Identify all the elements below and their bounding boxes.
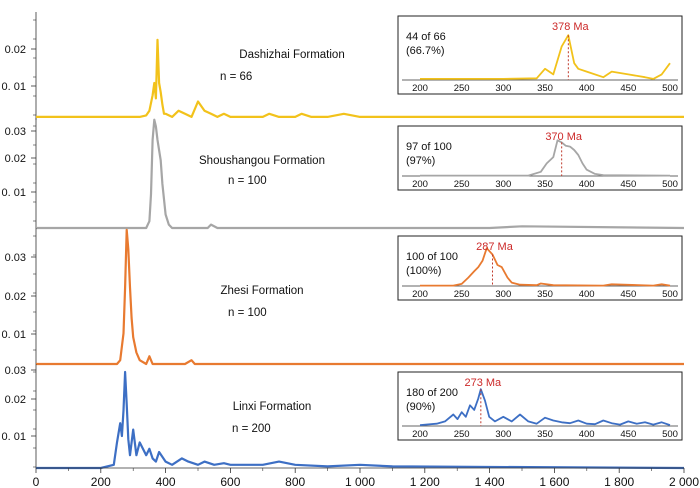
sample-size: n = 200 (232, 423, 271, 435)
inset-tick-label: 200 (412, 83, 428, 94)
inset-tick-label: 300 (495, 179, 511, 190)
inset-tick-label: 450 (620, 83, 636, 94)
inset-tick-label: 400 (579, 83, 595, 94)
grain-count: 44 of 66 (406, 31, 446, 43)
grain-percent: (90%) (406, 401, 435, 413)
inset-tick-label: 200 (412, 429, 428, 440)
y-tick-label: 0.03 (5, 365, 26, 377)
inset-frame (397, 15, 683, 95)
inset-frame (397, 235, 683, 301)
x-tick-label: 1 400 (475, 475, 505, 488)
inset-tick-label: 250 (454, 83, 470, 94)
inset-tick-label: 300 (495, 83, 511, 94)
inset-tick-label: 500 (662, 179, 678, 190)
inset-kde: 200 250 300 350 400 450 500 273 Ma 180 of 200 (90… (397, 371, 683, 441)
inset-tick-label: 250 (454, 179, 470, 190)
inset-tick-label: 350 (537, 83, 553, 94)
x-tick-label: 800 (285, 475, 305, 488)
x-tick-label: 1 200 (410, 475, 440, 488)
formation-name: Zhesi Formation (220, 285, 303, 297)
inset-kde: 200 250 300 350 400 450 500 287 Ma 100 of 100 (10… (397, 235, 683, 301)
peak-age-label: 273 Ma (464, 377, 502, 389)
formation-name: Linxi Formation (233, 401, 312, 413)
inset-tick-label: 500 (662, 83, 678, 94)
inset-curve (420, 139, 671, 177)
grain-count: 97 of 100 (406, 141, 452, 153)
sample-size: n = 100 (228, 175, 267, 187)
inset-tick-label: 450 (620, 179, 636, 190)
y-tick-label: 0. 01 (2, 81, 26, 93)
inset-tick-label: 400 (579, 179, 595, 190)
inset-tick-label: 400 (579, 289, 595, 300)
inset-tick-label: 450 (620, 429, 636, 440)
inset-curve (420, 34, 671, 80)
sample-size: n = 100 (228, 307, 267, 319)
inset-kde: 200 250 300 350 400 450 500 370 Ma 97 of 100 (97%… (397, 125, 683, 191)
inset-curve (420, 247, 671, 287)
series-curve (36, 370, 685, 470)
x-tick-label: 200 (91, 475, 111, 488)
series-curve (36, 118, 685, 230)
y-tick-label: 0. 01 (2, 187, 26, 199)
series-curve (36, 38, 684, 118)
inset-tick-label: 450 (620, 289, 636, 300)
inset-tick-label: 500 (662, 429, 678, 440)
inset-tick-label: 250 (454, 429, 470, 440)
grain-percent: (66.7%) (406, 45, 445, 57)
y-tick-label: 0.02 (5, 394, 26, 406)
x-tick-label: 1 000 (345, 475, 375, 488)
inset-tick-label: 500 (662, 289, 678, 300)
peak-age-label: 370 Ma (545, 131, 583, 143)
panel-4: 0.03 0.02 0. 01 Linxi Formation n = 200 200 25… (2, 364, 685, 470)
y-tick-label: 0.03 (5, 126, 26, 138)
grain-count: 100 of 100 (406, 251, 458, 263)
x-tick-label: 1 800 (604, 475, 634, 488)
inset-tick-label: 200 (412, 289, 428, 300)
inset-tick-label: 200 (412, 179, 428, 190)
inset-frame (397, 371, 683, 441)
y-tick-label: 0. 01 (2, 431, 26, 443)
inset-tick-label: 350 (537, 179, 553, 190)
inset-kde: 200 250 300 350 400 450 500 378 Ma 44 of 66 (66.7… (397, 15, 683, 95)
peak-age-label: 287 Ma (476, 241, 514, 253)
y-tick-label: 0.02 (5, 291, 26, 303)
panel-2: 0.03 0.02 0. 01 Shoushangou Formation n = 10… (2, 118, 685, 230)
grain-percent: (97%) (406, 155, 435, 167)
inset-curve (419, 388, 671, 426)
inset-tick-label: 300 (495, 429, 511, 440)
peak-age-label: 378 Ma (552, 21, 590, 33)
x-tick-label: 600 (220, 475, 240, 488)
x-tick-label: 1 600 (539, 475, 569, 488)
grain-percent: (100%) (406, 265, 441, 277)
x-tick-label: 2 000 (669, 475, 699, 488)
formation-name: Shoushangou Formation (199, 155, 325, 167)
panel-3: 0.03 0.02 0. 01 Zhesi Formation n = 100 200 25… (2, 228, 684, 366)
inset-tick-label: 250 (454, 289, 470, 300)
panel-1: 0.02 0. 01 Dashizhai Formation n = 66 200 250… (2, 12, 684, 120)
panels: 0.02 0. 01 Dashizhai Formation n = 66 200 250… (2, 12, 685, 470)
inset-tick-label: 350 (537, 429, 553, 440)
x-tick-label: 0 (33, 475, 40, 488)
series-curve (36, 228, 684, 366)
inset-tick-label: 400 (579, 429, 595, 440)
inset-tick-label: 300 (495, 289, 511, 300)
shared-x-axis: 0 200 400 600 800 1 000 1 200 1 400 1 600 1 800 2 … (33, 467, 699, 488)
y-tick-label: 0.02 (5, 153, 26, 165)
x-tick-label: 400 (156, 475, 176, 488)
y-tick-label: 0.02 (5, 44, 26, 56)
inset-tick-label: 350 (537, 289, 553, 300)
grain-count: 180 of 200 (406, 387, 458, 399)
y-tick-label: 0. 01 (2, 329, 26, 341)
sample-size: n = 66 (220, 71, 252, 83)
inset-frame (397, 125, 683, 191)
formation-name: Dashizhai Formation (239, 49, 344, 61)
y-tick-label: 0.03 (5, 252, 26, 264)
